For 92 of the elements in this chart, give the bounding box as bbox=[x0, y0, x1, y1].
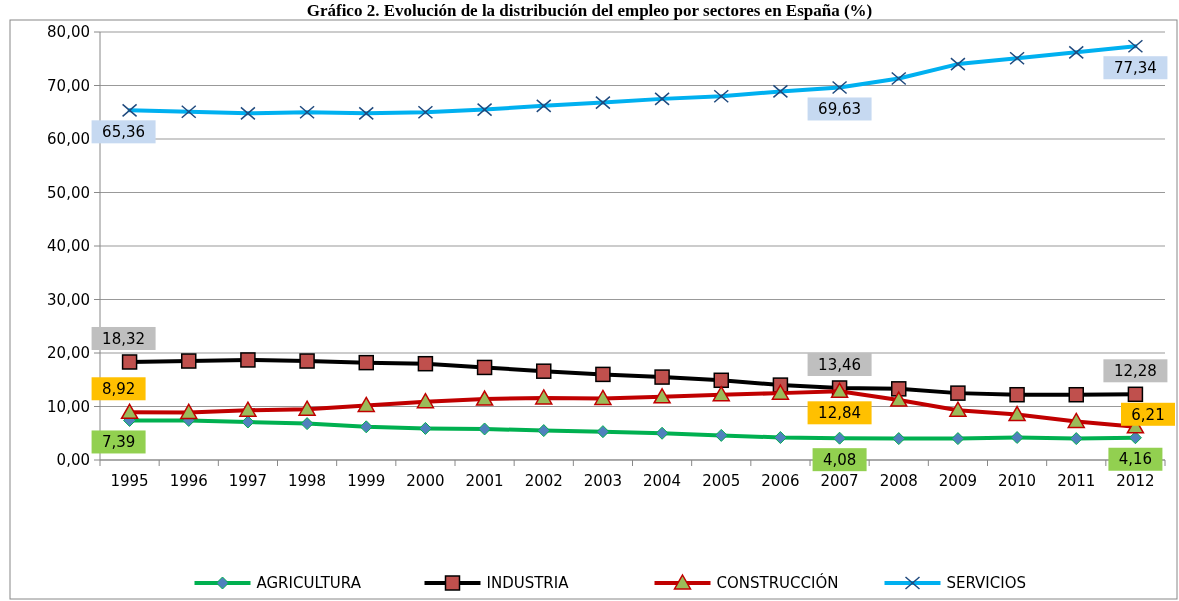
point bbox=[298, 400, 316, 416]
data-label: 12,28 bbox=[1113, 362, 1157, 381]
point bbox=[1128, 431, 1142, 445]
point bbox=[653, 388, 671, 404]
point bbox=[537, 424, 551, 438]
x-tick-label: 1996 bbox=[169, 472, 208, 490]
legend-label: AGRICULTURA bbox=[256, 574, 362, 593]
x-tick-label: 2012 bbox=[1116, 472, 1155, 490]
point bbox=[418, 421, 432, 435]
point bbox=[121, 354, 138, 370]
x-tick-label: 1998 bbox=[287, 472, 327, 490]
point bbox=[416, 392, 435, 409]
y-tick-label: 20,00 bbox=[47, 344, 90, 363]
point bbox=[536, 363, 552, 379]
point bbox=[951, 432, 965, 446]
y-tick-label: 50,00 bbox=[47, 183, 90, 202]
point bbox=[475, 390, 494, 406]
point bbox=[713, 372, 729, 389]
y-tick-label: 70,00 bbox=[47, 76, 90, 95]
x-tick-label: 2011 bbox=[1057, 472, 1096, 490]
point bbox=[596, 425, 610, 439]
point bbox=[535, 389, 553, 405]
y-tick-label: 30,00 bbox=[47, 290, 90, 309]
point bbox=[240, 352, 256, 368]
point bbox=[654, 369, 670, 385]
y-tick-label: 40,00 bbox=[47, 237, 90, 256]
x-tick-label: 2005 bbox=[702, 472, 741, 490]
x-tick-label: 2006 bbox=[761, 472, 800, 490]
data-label: 65,36 bbox=[102, 123, 146, 142]
point bbox=[1008, 405, 1026, 422]
x-tick-label: 2000 bbox=[406, 472, 445, 490]
point bbox=[478, 422, 492, 436]
point bbox=[1010, 431, 1024, 445]
point bbox=[417, 355, 434, 372]
point bbox=[181, 353, 197, 369]
point bbox=[655, 426, 669, 440]
point bbox=[714, 428, 728, 442]
point bbox=[1127, 386, 1144, 403]
data-label: 13,46 bbox=[818, 355, 862, 374]
point bbox=[950, 385, 966, 401]
x-tick-label: 1995 bbox=[110, 472, 149, 490]
x-tick-label: 2001 bbox=[465, 472, 504, 490]
x-tick-label: 2008 bbox=[879, 472, 918, 490]
point bbox=[773, 431, 787, 445]
point bbox=[949, 401, 967, 417]
point bbox=[180, 403, 198, 420]
x-tick-label: 2002 bbox=[524, 472, 563, 490]
data-label: 77,34 bbox=[1113, 58, 1157, 77]
data-label: 6,21 bbox=[1131, 405, 1165, 424]
y-tick-label: 80,00 bbox=[47, 23, 90, 42]
x-tick-label: 2009 bbox=[938, 472, 978, 490]
point bbox=[300, 417, 314, 431]
point bbox=[241, 415, 255, 429]
data-label: 4,08 bbox=[822, 450, 857, 469]
point bbox=[359, 420, 373, 434]
point bbox=[1069, 432, 1083, 446]
point bbox=[476, 359, 493, 376]
x-tick-label: 2007 bbox=[820, 472, 859, 490]
x-tick-label: 2003 bbox=[583, 472, 623, 490]
point bbox=[891, 381, 907, 397]
point bbox=[833, 431, 847, 445]
point bbox=[1068, 386, 1084, 403]
y-tick-label: 60,00 bbox=[47, 130, 90, 149]
point bbox=[595, 366, 611, 383]
data-label: 8,92 bbox=[101, 380, 136, 399]
point bbox=[771, 384, 790, 400]
data-label: 7,39 bbox=[101, 433, 136, 452]
legend-label: SERVICIOS bbox=[946, 574, 1027, 593]
y-tick-label: 10,00 bbox=[47, 397, 90, 416]
point bbox=[1009, 386, 1025, 403]
data-label: 4,16 bbox=[1118, 450, 1153, 469]
chart-title: Gráfico 2. Evolución de la distribución del empleo por sectores en España (%) bbox=[306, 1, 873, 20]
legend-label: INDUSTRIA bbox=[486, 574, 570, 593]
point bbox=[712, 385, 730, 402]
point bbox=[120, 403, 139, 420]
point bbox=[890, 391, 908, 407]
x-tick-label: 1999 bbox=[347, 472, 386, 490]
point bbox=[1067, 412, 1085, 429]
point bbox=[594, 389, 612, 406]
y-tick-label: 0,00 bbox=[56, 451, 90, 470]
data-label: 18,32 bbox=[102, 329, 146, 348]
x-tick-label: 2004 bbox=[642, 472, 682, 490]
point bbox=[299, 353, 315, 369]
legend-label: CONSTRUCCIÓN bbox=[716, 573, 839, 593]
x-tick-label: 1997 bbox=[228, 472, 268, 490]
data-label: 69,63 bbox=[818, 100, 862, 119]
point bbox=[357, 396, 375, 413]
point bbox=[358, 354, 374, 371]
point bbox=[892, 432, 906, 446]
point bbox=[239, 401, 257, 417]
data-label: 12,84 bbox=[818, 404, 862, 423]
x-tick-label: 2010 bbox=[997, 472, 1037, 490]
